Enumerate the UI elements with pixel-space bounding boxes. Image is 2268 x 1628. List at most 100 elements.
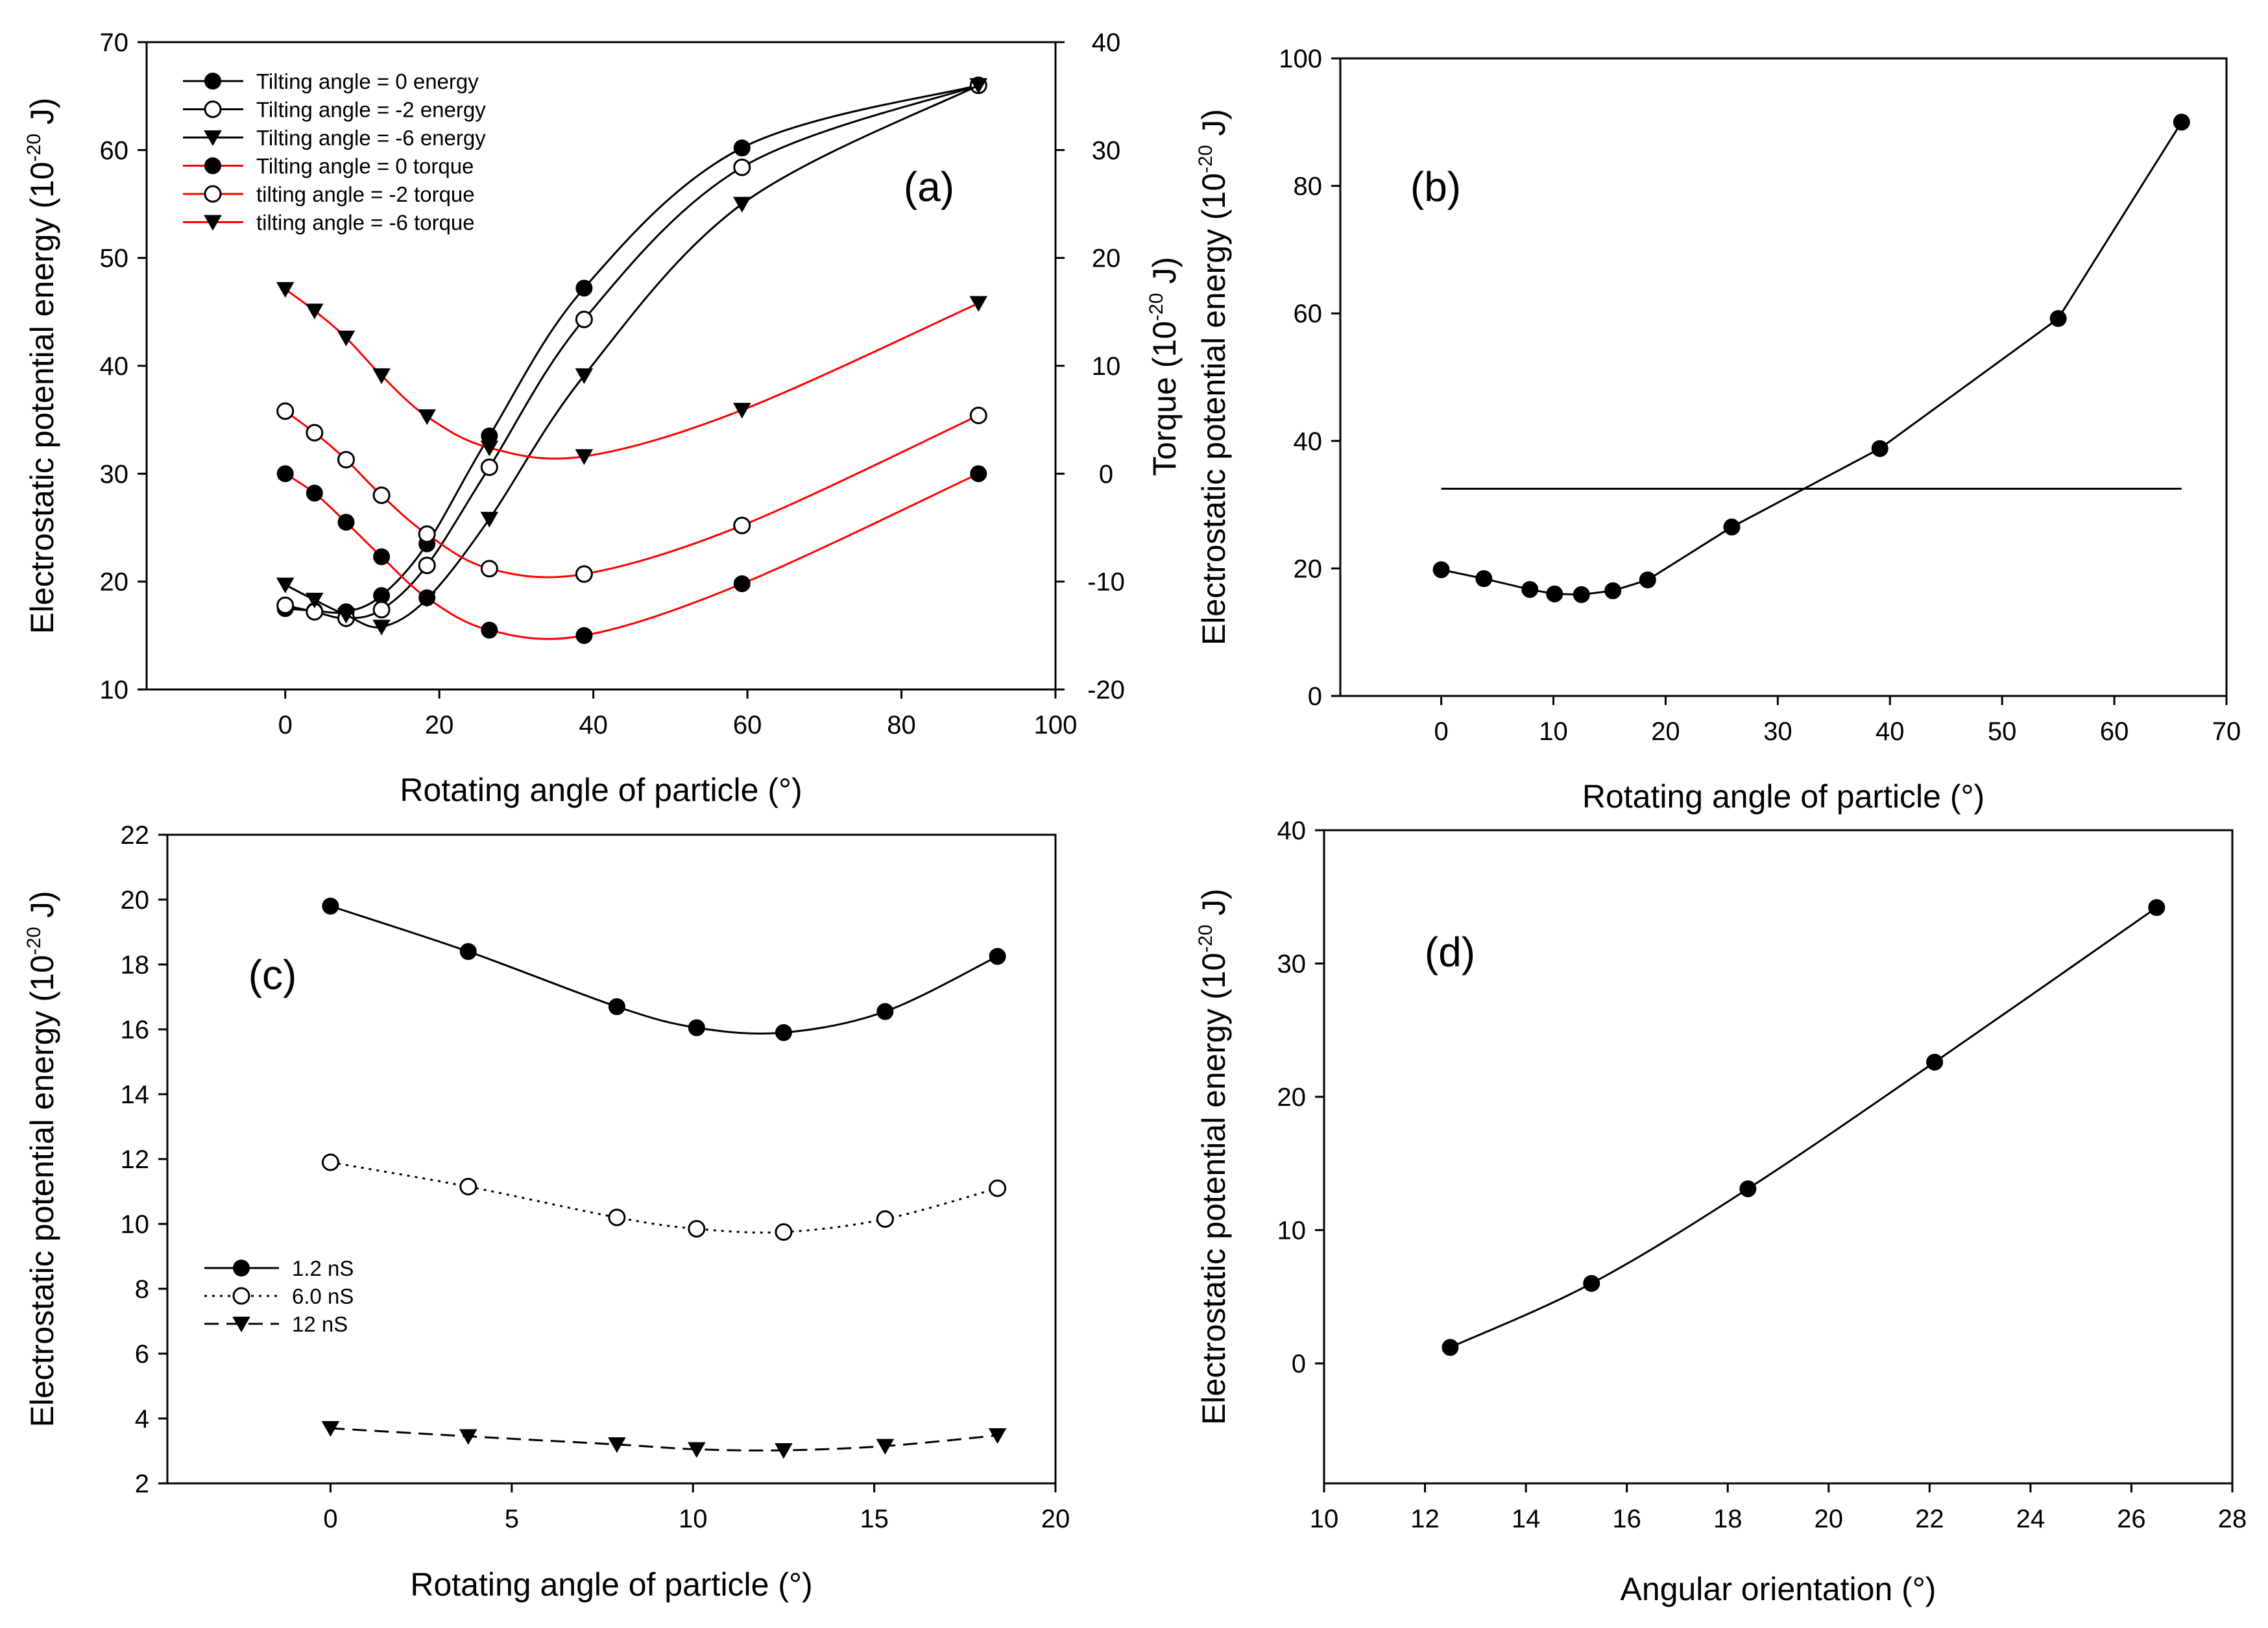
- data-point: [775, 1024, 792, 1041]
- y-tick-label: 80: [1294, 173, 1323, 201]
- legend: 1.2 nS 6.0 nS 12 nS: [204, 1256, 354, 1336]
- data-point: [480, 440, 499, 457]
- data-point: [372, 486, 391, 505]
- y-axis-label: Electrostatic potential energy (10-20 J): [23, 97, 60, 634]
- y-tick-label: 20: [1294, 555, 1323, 583]
- series-1: [1442, 899, 2165, 1356]
- data-point: [276, 596, 295, 614]
- data-point: [2173, 114, 2190, 131]
- x-tick-label: 16: [1612, 1505, 1641, 1533]
- series-1: [322, 898, 1006, 1041]
- x-tick-label: 20: [1815, 1505, 1844, 1533]
- data-point: [306, 485, 323, 502]
- x-tick-label: 28: [2218, 1505, 2247, 1533]
- x-tick-label: 80: [887, 711, 916, 739]
- plot-frame: [1339, 57, 2228, 697]
- panel-d: 10 12 14 16 18 20 22 24 26 28 0 10 20 30 40 Angular ori…: [1195, 817, 2247, 1607]
- y-tick-label: 16: [121, 1016, 150, 1044]
- y-tick-label: 20: [100, 568, 129, 597]
- data-point: [306, 424, 324, 442]
- legend-marker: [204, 185, 222, 203]
- series-3: [321, 1420, 1007, 1459]
- data-point: [337, 330, 356, 346]
- x-tick-label: 50: [1988, 717, 2017, 746]
- legend-marker: [204, 215, 222, 231]
- data-point: [418, 525, 436, 543]
- y2-tick-label: 20: [1092, 245, 1121, 273]
- legend-label: 1.2 nS: [292, 1256, 354, 1280]
- data-point: [733, 575, 751, 592]
- data-point: [2049, 310, 2067, 328]
- legend-label: Tilting angle = -2 energy: [256, 98, 486, 122]
- panel-label: (b): [1410, 163, 1461, 210]
- y-tick-label: 8: [135, 1275, 149, 1304]
- y-tick-label: 12: [121, 1145, 150, 1174]
- x-tick-label: 70: [2212, 717, 2241, 746]
- panel-c: 0 5 10 15 20 2 4 6 8 10 12 14 16 18 20 22 Rotating angle…: [23, 821, 1070, 1603]
- data-point: [372, 368, 391, 385]
- y-tick-label: 40: [100, 352, 129, 381]
- x-tick-label: 15: [860, 1505, 889, 1533]
- y-tick-label: 22: [121, 821, 150, 850]
- y2-tick-label: -20: [1087, 676, 1125, 704]
- data-point: [1521, 581, 1539, 598]
- data-point: [481, 621, 498, 639]
- y-tick-label: 2: [135, 1470, 149, 1498]
- data-point: [1546, 585, 1563, 603]
- data-point: [1723, 518, 1741, 536]
- data-point: [1926, 1053, 1944, 1071]
- data-point: [2148, 899, 2165, 916]
- y-tick-label: 18: [121, 951, 150, 979]
- legend-label: 12 nS: [292, 1312, 348, 1336]
- y-tick-label: 70: [100, 29, 129, 57]
- data-point: [688, 1220, 706, 1238]
- y-tick-label: 0: [1292, 1350, 1306, 1378]
- x-tick-label: 22: [1915, 1505, 1944, 1533]
- panel-label: (c): [248, 952, 297, 998]
- x-tick-label: 12: [1410, 1505, 1440, 1533]
- y2-tick-label: 10: [1092, 352, 1121, 381]
- x-tick-label: 10: [679, 1505, 708, 1533]
- x-axis-label: Angular orientation (°): [1621, 1571, 1936, 1607]
- data-point: [337, 608, 356, 624]
- data-point: [1639, 571, 1656, 589]
- data-point: [480, 560, 498, 578]
- y2-tick-label: 0: [1099, 460, 1113, 488]
- data-point: [989, 948, 1006, 965]
- data-point: [970, 465, 987, 483]
- data-point: [969, 407, 987, 425]
- data-point: [608, 1437, 626, 1454]
- legend-marker: [204, 130, 222, 147]
- data-point: [688, 1019, 705, 1036]
- legend-label: 6.0 nS: [292, 1284, 354, 1308]
- series-line: [1449, 906, 2158, 1348]
- data-point: [306, 304, 324, 320]
- data-point: [876, 1003, 894, 1020]
- data-point: [337, 514, 355, 531]
- y-tick-label: 100: [1279, 45, 1322, 73]
- series-2: [321, 1153, 1007, 1241]
- x-tick-label: 18: [1713, 1505, 1743, 1533]
- y-tick-label: 10: [1277, 1217, 1307, 1245]
- y-tick-label: 14: [121, 1081, 150, 1109]
- y-tick-label: 60: [100, 136, 129, 165]
- data-point: [1573, 586, 1590, 603]
- x-tick-label: 40: [579, 711, 608, 739]
- data-point: [459, 943, 477, 960]
- x-tick-label: 5: [505, 1505, 519, 1533]
- x-tick-label: 0: [1434, 717, 1448, 746]
- data-point: [733, 158, 751, 176]
- x-tick-label: 60: [2100, 717, 2129, 746]
- legend-marker: [204, 73, 221, 90]
- data-point: [480, 512, 499, 528]
- y-tick-label: 0: [1308, 682, 1322, 711]
- data-point: [733, 139, 751, 157]
- data-point: [575, 627, 593, 644]
- legend-label: tilting angle = -2 torque: [256, 182, 475, 206]
- x-tick-label: 14: [1512, 1505, 1541, 1533]
- data-point: [575, 449, 594, 465]
- x-axis-label: Rotating angle of particle (°): [410, 1566, 812, 1603]
- data-point: [1604, 582, 1622, 599]
- data-point: [988, 1428, 1007, 1444]
